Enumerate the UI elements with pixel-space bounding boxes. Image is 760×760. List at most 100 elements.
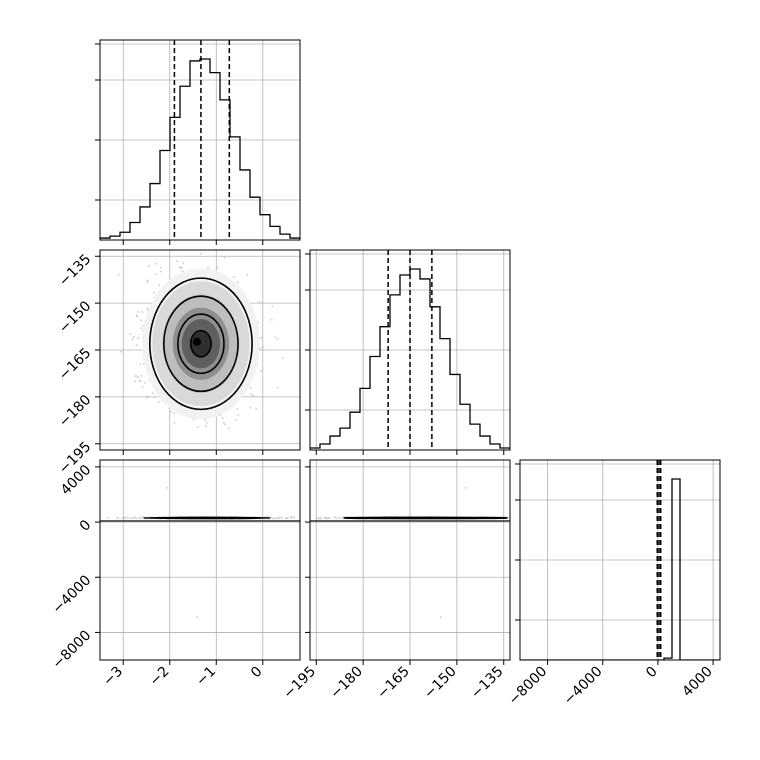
density-panel [303, 487, 577, 618]
scatter-point [192, 418, 195, 421]
scatter-point [303, 517, 305, 519]
histogram-bar [400, 275, 410, 450]
histogram-bar [150, 184, 160, 240]
scatter-point [135, 314, 138, 317]
histogram-bar [230, 137, 240, 240]
scatter-point [123, 517, 126, 520]
y-axis: −195−180−165−150−135 [56, 251, 100, 477]
histogram-bar [240, 170, 250, 240]
x-tick-label: −3 [100, 664, 126, 690]
scatter-point [317, 517, 320, 519]
panel-frame [99, 459, 301, 661]
scatter-point [513, 517, 515, 519]
scatter-point [159, 270, 162, 273]
scatter-point [223, 256, 226, 259]
histogram-bar [490, 444, 500, 450]
scatter-point [274, 336, 277, 339]
scatter-point [142, 324, 144, 327]
scatter-point [284, 517, 287, 520]
histogram-bar [120, 232, 130, 240]
histogram-bar [350, 412, 360, 450]
histogram-bar [340, 428, 350, 450]
scatter-point [146, 397, 149, 399]
scatter-point [236, 408, 239, 410]
scatter-point [553, 518, 555, 520]
y-tick-label: 0 [77, 517, 95, 535]
x-tick-label: −1 [193, 664, 219, 690]
scatter-point [146, 280, 149, 283]
scatter-point [511, 517, 513, 519]
x-tick-label: −135 [468, 664, 507, 703]
scatter-point [221, 417, 224, 420]
scatter-point [135, 344, 138, 346]
histogram-step-line [520, 478, 720, 660]
histogram-bar [160, 150, 170, 240]
scatter-point [160, 266, 162, 269]
x-axis: −3 −2 −1 0 [100, 660, 266, 690]
y-tick-label: −165 [56, 345, 95, 384]
scatter-point [300, 517, 302, 519]
scatter-point [222, 422, 225, 424]
scatter-point [153, 291, 155, 294]
scatter-point [575, 518, 577, 520]
scatter-point [514, 517, 516, 519]
contour-line [343, 516, 508, 520]
histogram-bar [390, 295, 400, 450]
scatter-point [224, 423, 226, 425]
y-axis [305, 466, 310, 633]
scatter-point [271, 318, 273, 321]
x-tick-label: 4000 [679, 664, 716, 701]
contour-line [189, 329, 212, 358]
scatter-point [439, 616, 442, 618]
scatter-point [255, 408, 257, 410]
contour-line [177, 313, 225, 375]
histogram-bar [280, 234, 290, 240]
histogram-bar [250, 197, 260, 240]
scatter-point [121, 517, 124, 519]
scatter-point [155, 262, 158, 265]
x-tick-label: 0 [643, 664, 661, 682]
scatter-point [204, 418, 207, 421]
scatter-point [276, 386, 279, 389]
scatter-point [146, 307, 149, 310]
scatter-point [235, 244, 237, 246]
histogram-bar [260, 215, 270, 240]
x-tick-label: 0 [248, 664, 266, 682]
scatter-point [464, 487, 467, 489]
scatter-point [236, 281, 239, 284]
scatter-point [541, 517, 543, 519]
scatter-point [85, 516, 87, 518]
y-tick-label: −180 [56, 392, 95, 431]
scatter-point [160, 205, 162, 207]
histogram-bar [470, 424, 480, 450]
scatter-point [176, 260, 178, 263]
histogram-bar [440, 339, 450, 450]
density-panel [117, 205, 284, 430]
scatter-point [286, 517, 289, 519]
density-panel [85, 487, 302, 618]
contour-line [142, 516, 272, 520]
scatter-point [134, 380, 137, 382]
histogram-bar [420, 279, 430, 450]
scatter-point [140, 319, 143, 322]
scatter-point [207, 266, 209, 269]
histogram-bar [130, 222, 140, 240]
scatter-point [147, 395, 150, 398]
scatter-point [182, 262, 185, 264]
scatter-point [271, 305, 274, 308]
histogram-bar [370, 357, 380, 450]
scatter-point [158, 284, 161, 286]
histogram [520, 460, 720, 660]
y-axis [95, 43, 100, 201]
histogram-bar [320, 444, 330, 450]
scatter-point [200, 252, 203, 255]
scatter-point [106, 517, 109, 519]
scatter-point [144, 381, 147, 384]
scatter-point [262, 346, 265, 348]
density-shade [190, 330, 212, 357]
x-tick-label: −2 [147, 664, 173, 690]
scatter-point [140, 327, 143, 329]
y-tick-label: −150 [56, 298, 95, 337]
scatter-point [169, 410, 172, 413]
